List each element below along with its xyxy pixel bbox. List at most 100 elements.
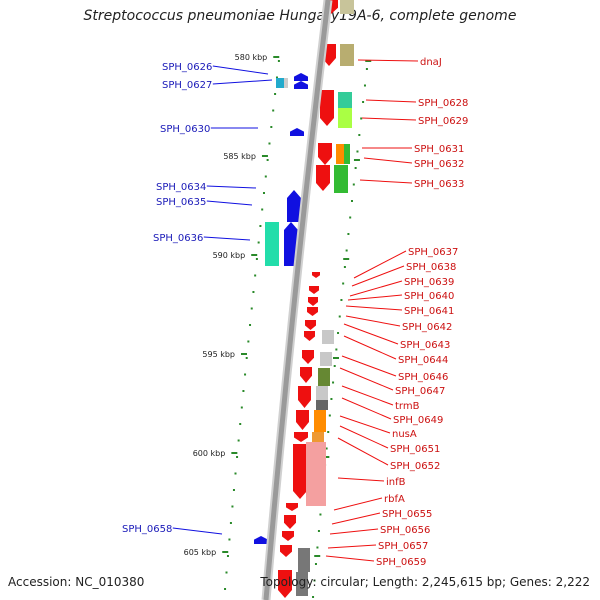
- tick-dot-left: [274, 93, 277, 95]
- leader-line-left: [203, 236, 251, 241]
- tick-dot-right: [313, 579, 316, 582]
- leader-line-left: [172, 527, 223, 535]
- leader-line-right: [339, 425, 389, 449]
- tick-dot-left: [259, 225, 262, 227]
- tick-dot-left: [225, 571, 228, 574]
- tick-dot-left: [262, 192, 265, 194]
- gene-label-right: SPH_0651: [390, 444, 440, 455]
- gene-arrow-forward: [305, 320, 316, 330]
- gene-label-left: SPH_0630: [160, 124, 210, 135]
- gene-color-box-left: [276, 78, 288, 88]
- tick-dot-right: [328, 414, 331, 417]
- gene-arrow-forward: [282, 531, 294, 541]
- gene-arrow-forward: [293, 444, 307, 499]
- gene-arrow-forward: [309, 286, 319, 294]
- gene-arrow-reverse: [287, 190, 301, 222]
- gene-arrow-forward: [300, 367, 312, 383]
- tick-dot-right: [316, 546, 319, 549]
- tick-dot-left: [264, 175, 267, 178]
- tick-dot-left: [240, 406, 243, 409]
- gene-arrow-forward: [302, 350, 314, 364]
- gene-label-right: SPH_0631: [414, 144, 464, 155]
- leader-line-right: [345, 315, 401, 327]
- gene-color-box: [322, 330, 334, 344]
- gene-arrow-reverse: [290, 128, 304, 136]
- leader-line-right: [343, 323, 399, 345]
- tick-label: 595 kbp: [202, 350, 235, 359]
- gene-label-right: SPH_0639: [404, 277, 454, 288]
- gene-arrow-forward: [308, 297, 318, 306]
- tick-dot-left: [272, 109, 275, 112]
- leader-line-right: [353, 250, 407, 279]
- tick-dot-left: [257, 241, 260, 244]
- tick-dot-right: [327, 431, 330, 433]
- gene-color-box: [334, 165, 348, 193]
- gene-arrow-forward: [294, 432, 308, 442]
- gene-label-right: SPH_0637: [408, 247, 458, 258]
- gene-label-right: rbfA: [384, 494, 405, 505]
- gene-labels: SPH_0626 SPH_0627 SPH_0630 SPH_0634 SPH_0635…: [122, 57, 468, 568]
- gene-label-right: SPH_0632: [414, 159, 464, 170]
- leader-line-left: [206, 200, 253, 206]
- tick-dot-left: [270, 126, 273, 128]
- tick-dot-left: [226, 555, 229, 557]
- gene-label-right: infB: [386, 477, 406, 488]
- tick-dot-right: [352, 183, 355, 186]
- gene-label-right: SPH_0629: [418, 116, 468, 127]
- leader-line-left: [212, 65, 269, 75]
- tick-dot-left: [239, 423, 242, 425]
- gene-color-box: [296, 572, 308, 596]
- tick-dot-left: [232, 489, 235, 491]
- leader-line-right: [337, 477, 385, 482]
- tick-dot-right: [312, 596, 315, 598]
- tick-dot-left: [245, 357, 248, 359]
- tick-dot-left: [254, 274, 257, 277]
- tick-dot-left: [252, 291, 255, 293]
- tick-dot-right: [347, 233, 350, 235]
- gene-arrow-forward: [296, 410, 309, 430]
- gene-color-box: [340, 0, 354, 14]
- gene-color-box: [320, 352, 332, 366]
- tick-dot-right: [354, 167, 357, 169]
- gene-label-right: SPH_0659: [376, 557, 426, 568]
- tick-dot-left: [224, 588, 227, 590]
- genome-summary: Topology: circular; Length: 2,245,615 bp…: [260, 575, 590, 589]
- gene-label-right: SPH_0646: [398, 372, 448, 383]
- leader-line-right: [333, 497, 383, 511]
- tick-dot-right: [317, 530, 320, 532]
- gene-color-box: [316, 386, 328, 400]
- tick-dot-left: [277, 60, 280, 62]
- gene-label-right: SPH_0649: [393, 415, 443, 426]
- gene-label-left: SPH_0635: [156, 197, 206, 208]
- tick-dot-left: [236, 456, 239, 458]
- tick-dot-left: [268, 142, 271, 145]
- gene-color-box-left: [284, 78, 288, 88]
- leader-line-right: [339, 367, 394, 391]
- gene-arrow-forward: [304, 331, 315, 341]
- tick-dot-left: [255, 258, 258, 260]
- gene-label-right: dnaJ: [420, 57, 442, 68]
- gene-arrow-reverse: [254, 536, 268, 544]
- leader-line-right: [331, 512, 381, 525]
- gene-arrow-forward: [278, 570, 292, 598]
- gene-color-box: [340, 44, 354, 66]
- gene-arrow-reverse: [294, 73, 308, 81]
- gene-arrow-reverse: [294, 81, 308, 89]
- tick-dot-left: [247, 340, 250, 343]
- gene-arrow-forward: [318, 143, 332, 165]
- gene-label-right: SPH_0628: [418, 98, 468, 109]
- gene-arrow-forward: [316, 165, 330, 191]
- tick-dot-left: [266, 159, 269, 161]
- tick-dot-left: [242, 390, 245, 392]
- tick-label: 600 kbp: [193, 449, 226, 458]
- tick-dot-right: [335, 348, 338, 351]
- leader-line-right: [347, 294, 403, 301]
- backbone-line: [263, 0, 331, 600]
- tick-dot-right: [362, 101, 365, 103]
- tick-dot-right: [342, 282, 345, 285]
- gene-color-box: [338, 92, 352, 108]
- tick-dot-right: [338, 315, 341, 318]
- tick-label: 605 kbp: [184, 548, 217, 557]
- tick-dot-left: [229, 522, 232, 524]
- leader-line-right: [341, 397, 392, 420]
